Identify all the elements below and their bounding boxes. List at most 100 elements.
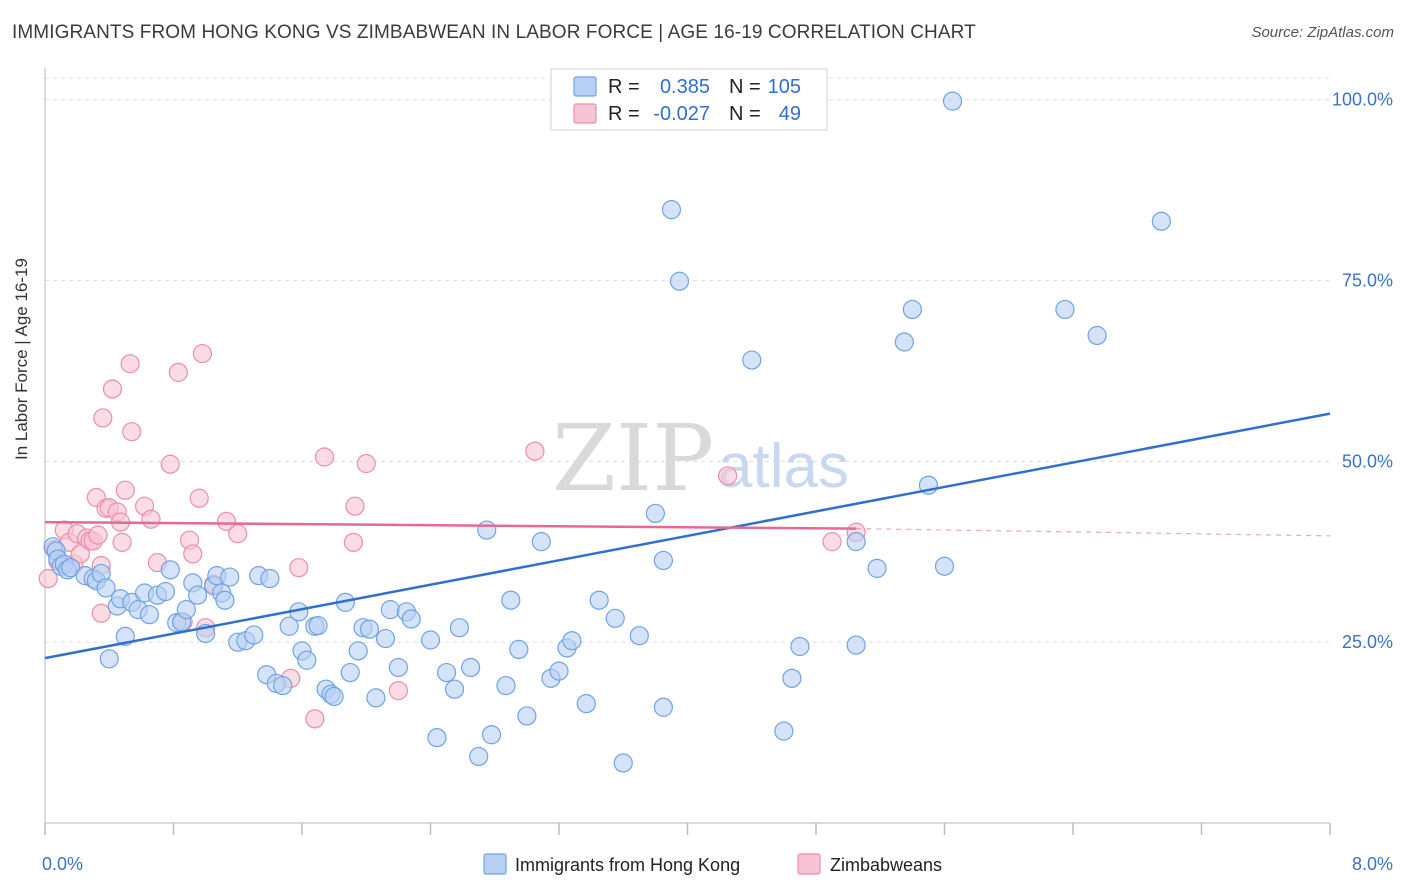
point-zimbabweans: [305, 709, 325, 729]
trend-line-zimbabweans-extension: [856, 528, 1331, 537]
point-zimbabweans: [160, 454, 180, 474]
point-zimbabweans: [388, 681, 408, 701]
point-hong-kong: [501, 590, 521, 610]
point-zimbabweans: [38, 568, 58, 589]
stats-n-label: N =: [729, 76, 761, 98]
stats-r-label: R =: [608, 103, 640, 125]
bottom-legend: Immigrants from Hong Kong Zimbabweans: [483, 853, 942, 875]
point-zimbabweans: [189, 488, 209, 508]
point-hong-kong: [613, 753, 633, 773]
point-hong-kong: [576, 694, 596, 714]
point-hong-kong: [509, 639, 529, 660]
trend-line-hong-kong: [44, 412, 1331, 660]
point-hong-kong: [366, 688, 386, 708]
stats-swatch-hong-kong: [573, 76, 597, 97]
y-tick-label: 75.0%: [1342, 271, 1393, 291]
x-tick-labels: 0.0% 8.0%: [42, 854, 1393, 874]
point-hong-kong: [279, 616, 299, 636]
point-hong-kong: [645, 503, 665, 524]
point-hong-kong: [653, 550, 674, 571]
point-hong-kong: [96, 578, 116, 598]
point-hong-kong: [187, 585, 208, 605]
point-hong-kong: [481, 725, 502, 745]
point-hong-kong: [605, 608, 625, 628]
y-tick-labels: 25.0% 50.0% 75.0% 100.0%: [1332, 90, 1393, 652]
axes: [44, 68, 1331, 835]
point-hong-kong: [894, 332, 914, 352]
stats-n-label: N =: [729, 103, 761, 125]
point-zimbabweans: [91, 603, 111, 623]
point-zimbabweans: [192, 343, 213, 364]
stats-swatch-zimbabweans: [573, 103, 597, 124]
trend-line-zimbabweans: [44, 520, 857, 530]
point-hong-kong: [629, 626, 649, 646]
chart-title: IMMIGRANTS FROM HONG KONG VS ZIMBABWEAN …: [12, 22, 976, 43]
point-hong-kong: [297, 650, 317, 670]
point-hong-kong: [782, 668, 802, 688]
point-hong-kong: [1055, 299, 1075, 320]
y-tick-label: 50.0%: [1342, 451, 1393, 471]
point-hong-kong: [436, 662, 457, 683]
point-zimbabweans: [314, 447, 335, 467]
point-hong-kong: [308, 615, 328, 636]
point-zimbabweans: [112, 532, 132, 552]
point-hong-kong: [589, 590, 609, 610]
source-label: Source: ZipAtlas.com: [1251, 24, 1394, 41]
legend-label-hong-kong: Immigrants from Hong Kong: [515, 855, 740, 875]
point-hong-kong: [155, 581, 176, 602]
point-hong-kong: [1151, 211, 1171, 231]
point-hong-kong: [517, 706, 537, 726]
watermark: ZIP atlas: [552, 405, 849, 512]
point-zimbabweans: [525, 441, 545, 461]
point-hong-kong: [444, 679, 465, 699]
point-zimbabweans: [228, 524, 248, 544]
point-zimbabweans: [93, 408, 113, 428]
legend-swatch-hong-kong: [483, 853, 507, 875]
point-zimbabweans: [343, 532, 363, 552]
point-hong-kong: [160, 560, 180, 580]
point-zimbabweans: [345, 496, 365, 516]
stats-r-value: -0.027: [653, 103, 710, 125]
point-hong-kong: [176, 600, 196, 620]
watermark-zip: ZIP: [552, 405, 714, 512]
point-hong-kong: [477, 520, 497, 540]
stats-legend: R = 0.385 N = 105 R = -0.027 N = 49: [550, 68, 828, 131]
point-hong-kong: [742, 350, 762, 370]
point-hong-kong: [401, 609, 421, 629]
point-zimbabweans: [718, 466, 738, 486]
point-hong-kong: [902, 299, 922, 320]
point-hong-kong: [531, 532, 551, 552]
point-hong-kong: [380, 600, 400, 620]
y-tick-label: 100.0%: [1332, 90, 1393, 110]
point-hong-kong: [449, 618, 470, 638]
point-hong-kong: [260, 568, 280, 589]
point-hong-kong: [1087, 325, 1107, 346]
point-hong-kong: [653, 697, 674, 717]
point-hong-kong: [469, 746, 489, 767]
point-hong-kong: [774, 721, 794, 741]
legend-label-zimbabweans: Zimbabweans: [830, 855, 942, 875]
point-hong-kong: [427, 728, 447, 748]
point-hong-kong: [215, 590, 235, 610]
legend-swatch-zimbabweans: [797, 853, 821, 875]
point-hong-kong: [942, 91, 963, 111]
point-zimbabweans: [141, 509, 161, 529]
y-tick-label: 25.0%: [1342, 632, 1393, 652]
point-hong-kong: [348, 641, 368, 661]
point-zimbabweans: [120, 354, 140, 374]
point-zimbabweans: [216, 511, 237, 531]
trend-lines: [44, 412, 1331, 660]
point-zimbabweans: [356, 453, 376, 474]
point-hong-kong: [934, 556, 955, 576]
point-zimbabweans: [822, 532, 842, 552]
stats-n-value: 105: [768, 76, 801, 98]
watermark-atlas: atlas: [718, 432, 849, 501]
stats-r-value: 0.385: [660, 76, 710, 98]
point-hong-kong: [99, 649, 119, 669]
point-zimbabweans: [122, 422, 142, 442]
point-zimbabweans: [102, 379, 123, 399]
point-hong-kong: [496, 675, 516, 696]
x-tick-label: 8.0%: [1352, 854, 1393, 874]
x-tick-label: 0.0%: [42, 854, 83, 874]
